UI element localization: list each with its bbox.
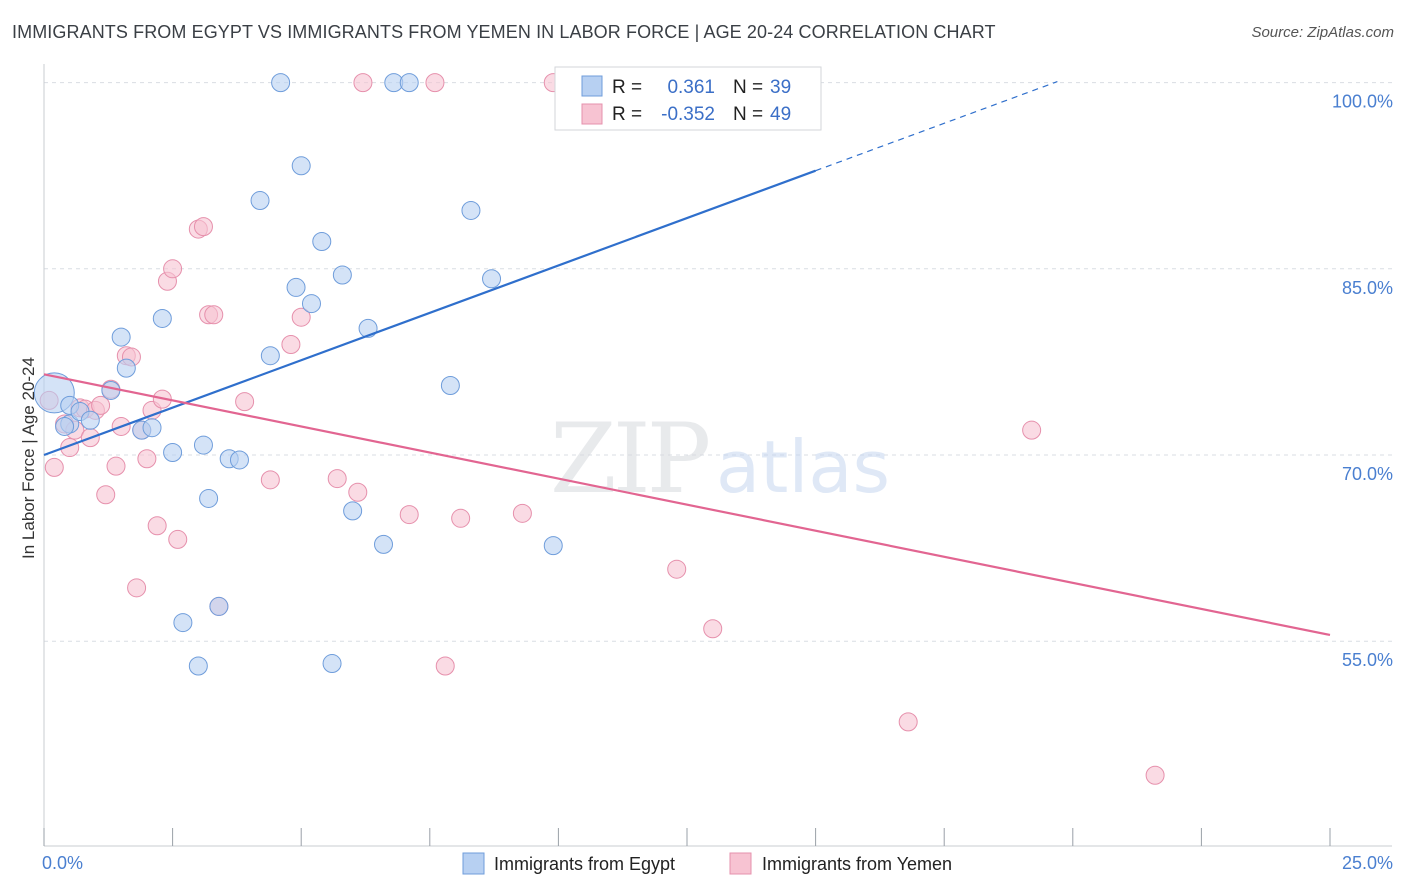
legend-swatch-egypt [581,75,603,97]
watermark-zip: ZIP [550,403,709,515]
yemen-point-48 [1145,765,1165,785]
yemen-point-41 [512,503,532,523]
egypt-point-22 [286,277,306,297]
watermark-atlas: atlas [716,425,890,509]
legend-n-value-yemen: 49 [770,104,791,125]
grid-lines [44,82,1392,642]
bottom-legend-label-yemen: Immigrants from Yemen [762,854,952,874]
egypt-point-28 [343,501,363,521]
y-tick-label-1: 85.0% [1342,278,1393,298]
egypt-point-23 [291,156,311,176]
yemen-point-37 [399,505,419,525]
bottom-legend-label-egypt: Immigrants from Egypt [494,854,675,874]
egypt-point-14 [193,435,213,455]
egypt-point-15 [199,488,219,508]
yemen-point-28 [204,305,224,325]
watermark: ZIP atlas [550,403,890,515]
yemen-point-36 [353,73,373,93]
yemen-point-16 [127,578,147,598]
trend-lines [43,81,1331,637]
yemen-point-26 [193,217,213,237]
tick-labels: 100.0% 85.0% 70.0% 55.0% 0.0% 25.0% [42,92,1393,873]
yemen-point-43 [667,559,687,579]
egypt-point-13 [188,656,208,676]
yemen-point-35 [348,482,368,502]
yemen-point-33 [291,307,311,327]
yemen-point-34 [327,469,347,489]
egypt-point-36 [543,536,563,556]
yemen-point-38 [425,73,445,93]
yemen-point-18 [137,449,157,469]
egypt-trend-line-extension [815,81,1058,172]
yemen-point-39 [435,656,455,676]
yemen-point-1 [44,457,64,477]
yemen-point-31 [260,470,280,490]
egypt-point-18 [229,450,249,470]
bottom-legend-swatch-egypt [462,852,485,875]
yemen-point-12 [106,456,126,476]
legend-n-label-yemen: N = [733,104,763,125]
y-tick-label-3: 55.0% [1342,650,1393,670]
egypt-point-12 [173,613,193,633]
legend-swatch-yemen [581,103,603,125]
yemen-point-47 [1022,420,1042,440]
legend-r-label-yemen: R = [612,104,642,125]
yemen-point-44 [703,619,723,639]
egypt-point-16 [209,596,229,616]
legend-r-label-egypt: R = [612,77,642,98]
egypt-point-20 [260,346,280,366]
y-axis-label: In Labor Force | Age 20-24 [19,357,38,559]
legend-n-label-egypt: N = [733,77,763,98]
x-tick-label-left: 0.0% [42,853,83,873]
yemen-point-9 [91,395,111,415]
yemen-point-10 [96,485,116,505]
x-tick-label-right: 25.0% [1342,853,1393,873]
egypt-point-4 [80,410,100,430]
egypt-point-33 [440,375,460,395]
yemen-point-30 [235,392,255,412]
egypt-point-11 [163,443,183,463]
egypt-point-19 [250,191,270,211]
egypt-point-21 [271,73,291,93]
egypt-point-30 [374,534,394,554]
correlation-legend: R = 0.361 N = 39 R = -0.352 N = 49 [554,66,822,131]
egypt-point-25 [312,232,332,252]
chart-source: Source: ZipAtlas.com [1251,24,1394,41]
egypt-point-5 [101,380,121,400]
egypt-point-9 [142,418,162,438]
egypt-trend-line [43,169,816,457]
egypt-point-26 [322,654,342,674]
yemen-point-23 [163,259,183,279]
legend-r-value-egypt: 0.361 [667,77,715,98]
egypt-point-27 [332,265,352,285]
egypt-point-35 [482,269,502,289]
egypt-point-34 [461,200,481,220]
bottom-legend-swatch-yemen [729,852,752,875]
egypt-point-10 [152,308,172,328]
y-tick-label-0: 100.0% [1332,92,1393,112]
egypt-point-7 [116,358,136,378]
yemen-point-20 [147,516,167,536]
egypt-point-32 [399,73,419,93]
chart-title: IMMIGRANTS FROM EGYPT VS IMMIGRANTS FROM… [12,22,996,42]
egypt-point-24 [301,294,321,314]
yemen-point-32 [281,335,301,355]
egypt-point-6 [111,327,131,347]
yemen-point-24 [168,529,188,549]
egypt-point-38 [55,416,75,436]
yemen-point-46 [898,712,918,732]
y-tick-label-2: 70.0% [1342,464,1393,484]
legend-n-value-egypt: 39 [770,77,791,98]
legend-r-value-yemen: -0.352 [661,104,715,125]
series-legend: Immigrants from Egypt Immigrants from Ye… [462,852,952,875]
yemen-point-40 [451,508,471,528]
yemen-trend-line [43,373,1331,637]
